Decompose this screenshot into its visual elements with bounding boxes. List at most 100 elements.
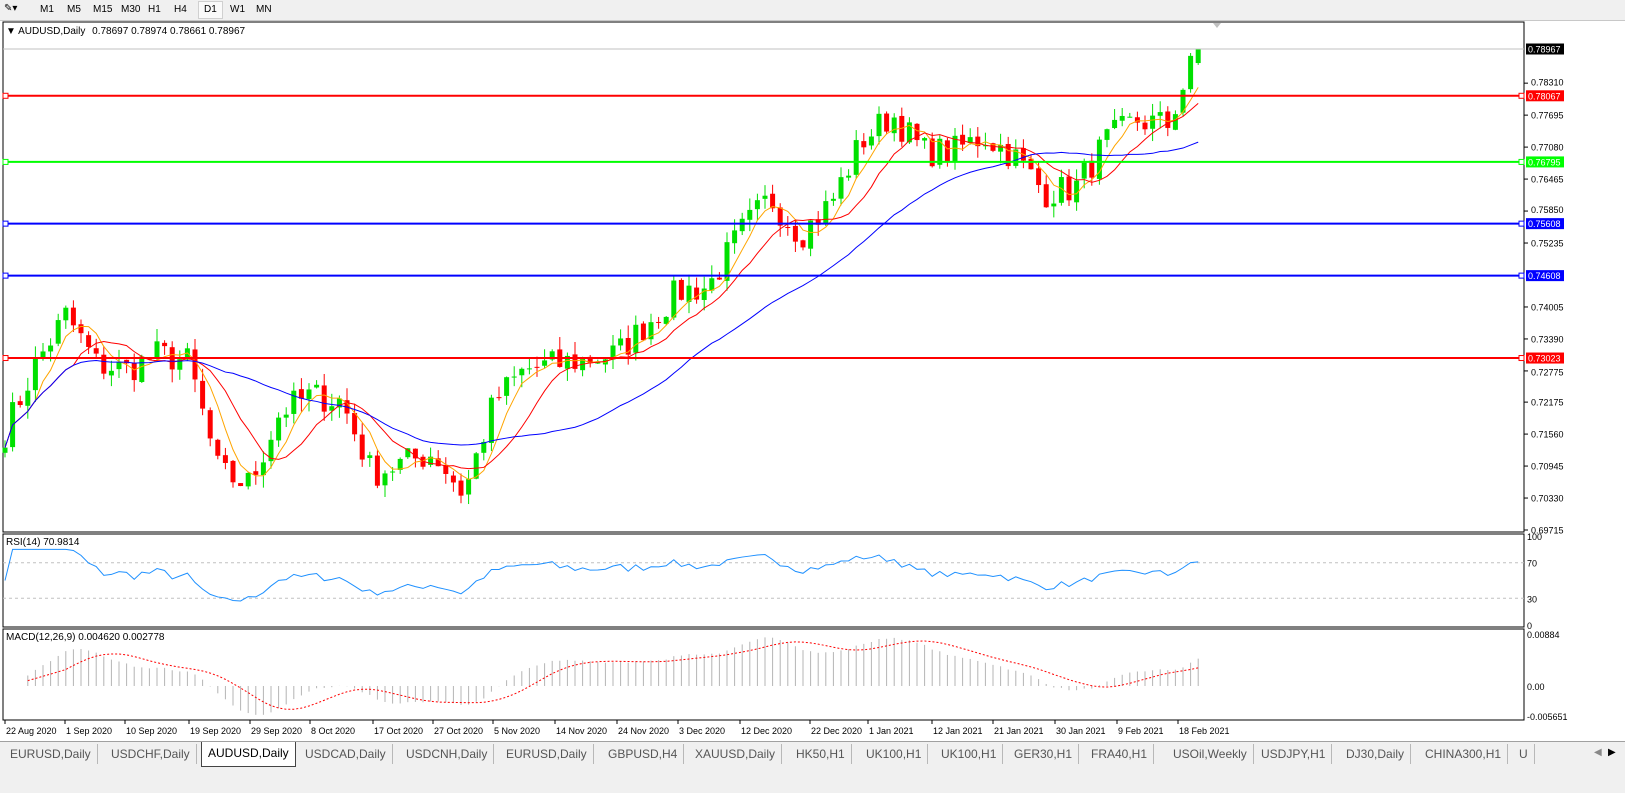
- candle: [276, 412, 282, 447]
- timeframe-m30[interactable]: M30: [121, 4, 141, 15]
- candle-body: [25, 390, 31, 406]
- candle-body: [1180, 89, 1186, 113]
- line-handle-left: [2, 355, 9, 362]
- candle-body: [374, 455, 380, 486]
- candle: [245, 471, 251, 490]
- candle: [1005, 136, 1011, 170]
- price-tag: [1526, 218, 1564, 230]
- drawing-tools-icon[interactable]: ✎▾: [4, 3, 18, 14]
- candle: [488, 394, 494, 452]
- candle: [154, 329, 160, 362]
- macd-tick-label: 0.00884: [1527, 630, 1560, 640]
- timeframe-m15[interactable]: M15: [93, 4, 113, 15]
- date-label: 12 Jan 2021: [933, 726, 983, 736]
- candle-body: [359, 434, 365, 460]
- tab-fra40-h1[interactable]: FRA40,H1: [1085, 744, 1155, 764]
- tab-scroll-left-icon[interactable]: ◀: [1594, 747, 1602, 758]
- candle: [268, 431, 274, 469]
- price-tick-label: 0.76465: [1531, 175, 1564, 185]
- tab-dj30-daily[interactable]: DJ30,Daily: [1340, 744, 1412, 764]
- current-price-tag: [1526, 43, 1564, 55]
- candle: [1074, 169, 1080, 211]
- candle-body: [200, 380, 206, 409]
- candle-body: [709, 278, 715, 291]
- candle: [1089, 153, 1095, 186]
- tab-uk100-h1[interactable]: UK100,H1: [935, 744, 1004, 764]
- candles: [2, 48, 1201, 505]
- candle: [207, 407, 213, 447]
- tab-gbpusd-h4[interactable]: GBPUSD,H4: [602, 744, 685, 764]
- timeframe-h1[interactable]: H1: [148, 4, 161, 15]
- candle-body: [618, 338, 624, 346]
- candle-body: [929, 138, 935, 167]
- macd-histogram: [27, 637, 1199, 715]
- candle-body: [1195, 49, 1201, 64]
- candle-body: [443, 464, 449, 474]
- candle-body: [564, 355, 570, 369]
- tab-china300-h1[interactable]: CHINA300,H1: [1419, 744, 1509, 764]
- rsi-tick-label: 100: [1527, 532, 1542, 542]
- timeframe-m5[interactable]: M5: [67, 4, 81, 15]
- tab-usdjpy-h1[interactable]: USDJPY,H1: [1255, 744, 1333, 764]
- tab-xauusd-daily[interactable]: XAUUSD,Daily: [689, 744, 783, 764]
- candle-body: [808, 220, 814, 249]
- tab-u[interactable]: U: [1513, 744, 1535, 764]
- candle-body: [131, 362, 137, 381]
- timeframe-mn[interactable]: MN: [256, 4, 272, 15]
- candle: [1188, 52, 1194, 93]
- rsi-line: [4, 548, 1199, 602]
- candle: [1157, 101, 1163, 129]
- candle: [359, 423, 365, 467]
- line-handle-right: [1518, 158, 1525, 165]
- tab-uk100-h1[interactable]: UK100,H1: [860, 744, 929, 764]
- candle-body: [876, 113, 882, 137]
- candle-body: [230, 460, 236, 483]
- candle: [1150, 103, 1156, 142]
- tab-hk50-h1[interactable]: HK50,H1: [790, 744, 852, 764]
- candle-body: [260, 462, 266, 476]
- timeframe-h4[interactable]: H4: [174, 4, 187, 15]
- timeframe-m1[interactable]: M1: [40, 4, 54, 15]
- tab-eurusd-daily[interactable]: EURUSD,Daily: [4, 744, 98, 764]
- chart-tabs: EURUSD,Daily USDCHF,Daily AUDUSD,Daily USDC…: [0, 741, 1625, 768]
- candle-body: [1081, 162, 1087, 179]
- price-tick-label: 0.74005: [1531, 302, 1564, 312]
- timeframe-toolbar: ✎▾ M1 M5 M15 M30 H1 H4 D1 W1 MN: [0, 0, 1625, 21]
- candle-body: [724, 242, 730, 281]
- candle-body: [1127, 116, 1133, 118]
- candle-body: [732, 230, 738, 244]
- tab-usdchf-daily[interactable]: USDCHF,Daily: [105, 744, 197, 764]
- candle-body: [207, 410, 213, 439]
- chart-window[interactable]: 0.78067 0.76795 0.75608 0.74608 0.73023 0.789…: [0, 21, 1625, 741]
- candle: [808, 220, 814, 257]
- timeframe-w1[interactable]: W1: [230, 4, 245, 15]
- candle-body: [595, 362, 601, 364]
- chart-header: ▼ AUDUSD,Daily 0.78697 0.78974 0.78661 0…: [6, 26, 245, 37]
- macd-tick-label: 0.00: [1527, 682, 1545, 692]
- tab-usdcnh-daily[interactable]: USDCNH,Daily: [400, 744, 495, 764]
- price-tick-label: 0.75850: [1531, 205, 1564, 215]
- tab-usoil-weekly[interactable]: USOil,Weekly: [1167, 744, 1254, 764]
- candle: [663, 316, 669, 325]
- timeframe-d1[interactable]: D1: [198, 1, 223, 19]
- candle-body: [534, 366, 540, 368]
- candle-body: [1058, 177, 1064, 203]
- candle-body: [701, 288, 707, 300]
- candle: [891, 113, 897, 142]
- candle-body: [390, 471, 396, 473]
- tab-ger30-h1[interactable]: GER30,H1: [1008, 744, 1080, 764]
- tab-usdcad-daily[interactable]: USDCAD,Daily: [299, 744, 393, 764]
- candle: [2, 440, 8, 458]
- candle: [192, 338, 198, 393]
- tab-audusd-daily[interactable]: AUDUSD,Daily: [201, 742, 296, 767]
- candle-body: [420, 456, 426, 467]
- tab-eurusd-daily[interactable]: EURUSD,Daily: [500, 744, 594, 764]
- collapse-icon[interactable]: ▼: [6, 26, 16, 37]
- candle-body: [215, 439, 221, 456]
- tab-scroll-right-icon[interactable]: ▶: [1608, 747, 1616, 758]
- price-tick-label: 0.70945: [1531, 462, 1564, 472]
- candle-body: [1013, 149, 1019, 166]
- chart-shift-marker-icon: [1213, 23, 1221, 28]
- candle-body: [1005, 143, 1011, 167]
- candle: [610, 334, 616, 369]
